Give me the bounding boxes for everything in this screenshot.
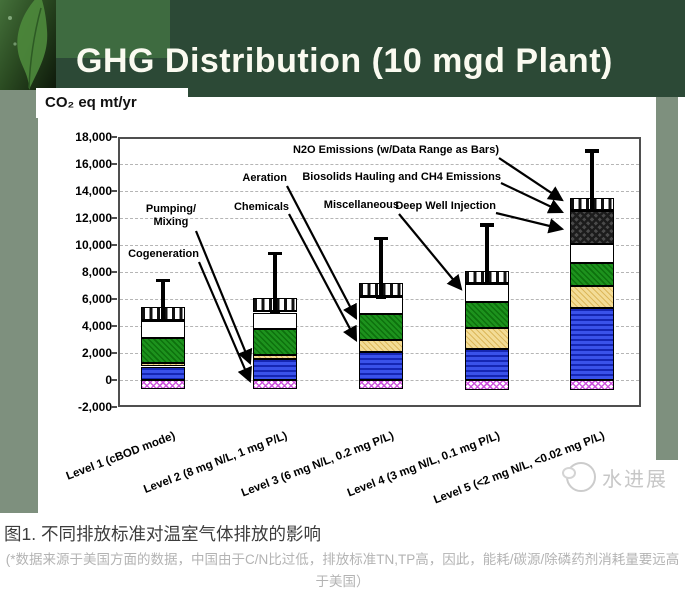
annotation-arrow <box>500 182 564 214</box>
y-tick-mark <box>111 244 117 246</box>
bar-segment-cogeneration <box>141 380 185 390</box>
bar-segment-deep-well-injection <box>570 211 614 244</box>
bar-segment-miscellaneous <box>359 297 403 314</box>
annotation-label-deepwell: Deep Well Injection <box>395 200 496 212</box>
error-whisker-cap-bottom <box>158 318 168 322</box>
y-tick-mark <box>111 271 117 273</box>
leaf-icon <box>8 0 48 90</box>
gridline <box>120 218 639 219</box>
right-margin-strip <box>656 97 678 460</box>
y-tick-label: 18,000 <box>75 130 112 144</box>
annotation-arrow <box>398 213 463 291</box>
bar-segment-pumping-mixing <box>253 359 297 380</box>
header-accent-block <box>56 0 170 58</box>
bar-segment-cogeneration <box>253 380 297 390</box>
annotation-arrow <box>194 230 253 366</box>
bar-segment-chemicals <box>359 340 403 353</box>
error-whisker-cap-bottom <box>270 310 280 314</box>
error-whisker-cap-top <box>480 223 494 227</box>
bar-segment-miscellaneous <box>465 284 509 302</box>
y-tick-label: 4,000 <box>81 319 112 333</box>
bar-segment-pumping-mixing <box>141 366 185 380</box>
bar-segment-chemicals <box>141 363 185 367</box>
error-whisker-cap-bottom <box>482 282 492 285</box>
annotation-label-chemicals: Chemicals <box>233 201 289 213</box>
error-whisker-cap-top <box>268 251 282 256</box>
y-tick-mark <box>111 136 117 138</box>
figure-footnote: (*数据来源于美国方面的数据，中国由于C/N比过低，排放标准TN,TP高，因此，… <box>5 552 680 589</box>
y-tick-label: -2,000 <box>77 400 112 414</box>
annotation-label-pumping: Pumping/ Mixing <box>145 203 196 228</box>
watermark: 水进展 <box>562 462 668 492</box>
y-tick-label: 0 <box>105 373 112 387</box>
y-tick-label: 8,000 <box>81 265 112 279</box>
error-whisker-line <box>379 238 383 297</box>
bar-segment-chemicals <box>253 355 297 359</box>
y-tick-mark <box>111 406 117 408</box>
y-tick-label: 6,000 <box>81 292 112 306</box>
annotation-label-miscellaneous: Miscellaneous <box>323 199 399 211</box>
bar-segment-cogeneration <box>465 380 509 391</box>
y-tick-label: 2,000 <box>81 346 112 360</box>
left-margin-strip <box>0 90 38 513</box>
bar-segment-pumping-mixing <box>570 308 614 380</box>
error-whisker-line <box>273 253 277 312</box>
y-tick-label: 16,000 <box>75 157 112 171</box>
watermark-logo-icon <box>562 462 596 492</box>
y-tick-mark <box>111 217 117 219</box>
bar-segment-aeration <box>253 328 297 355</box>
annotation-label-aeration: Aeration <box>242 172 287 184</box>
figure-caption: 图1. 不同排放标准对温室气体排放的影响 <box>4 524 321 544</box>
annotation-arrow <box>288 213 358 342</box>
bar-segment-miscellaneous <box>253 312 297 329</box>
annotation-arrow <box>197 261 252 384</box>
error-whisker-line <box>485 224 489 284</box>
error-whisker-cap-top <box>374 236 388 241</box>
annotation-label-n2o: N2O Emissions (w/Data Range as Bars) <box>292 144 499 156</box>
annotation-arrow <box>495 211 565 234</box>
y-tick-label: 10,000 <box>75 238 112 252</box>
error-whisker-line <box>161 280 165 320</box>
gridline <box>120 191 639 192</box>
bar-segment-aeration <box>465 301 509 328</box>
y-tick-mark <box>111 190 117 192</box>
bar-segment-chemicals <box>570 286 614 309</box>
error-whisker-cap-bottom <box>376 296 386 299</box>
y-tick-mark <box>111 163 117 165</box>
y-axis-unit-label: CO₂ eq mt/yr <box>36 88 188 118</box>
error-whisker-line <box>590 150 594 210</box>
y-tick-mark <box>111 298 117 300</box>
annotation-label-biosolids: Biosolids Hauling and CH4 Emissions <box>302 171 501 183</box>
category-label: Level 1 (cBOD mode) <box>65 430 178 483</box>
watermark-text: 水进展 <box>602 468 668 491</box>
bar-segment-aeration <box>570 263 614 287</box>
y-tick-mark <box>111 352 117 354</box>
bar-segment-chemicals <box>465 328 509 349</box>
error-whisker-cap-top <box>156 278 170 283</box>
bar-segment-pumping-mixing <box>465 348 509 380</box>
y-tick-label: 14,000 <box>75 184 112 198</box>
bar-segment-cogeneration <box>570 380 614 391</box>
bar-segment-miscellaneous <box>141 320 185 339</box>
bar-segment-pumping-mixing <box>359 352 403 380</box>
y-tick-mark <box>111 325 117 327</box>
bar-segment-aeration <box>141 338 185 364</box>
bar-segment-cogeneration <box>359 380 403 390</box>
error-whisker-cap-top <box>585 149 599 153</box>
error-whisker-cap-bottom <box>587 208 597 212</box>
annotation-label-cogeneration: Cogeneration <box>128 248 199 260</box>
slide-header: GHG Distribution (10 mgd Plant) <box>0 0 685 97</box>
y-tick-label: 12,000 <box>75 211 112 225</box>
gridline <box>120 164 639 165</box>
y-tick-mark <box>111 379 117 381</box>
bar-segment-aeration <box>359 313 403 341</box>
bar-segment-miscellaneous <box>570 243 614 264</box>
slide-title: GHG Distribution (10 mgd Plant) <box>76 42 613 80</box>
leaf-photo <box>0 0 56 92</box>
